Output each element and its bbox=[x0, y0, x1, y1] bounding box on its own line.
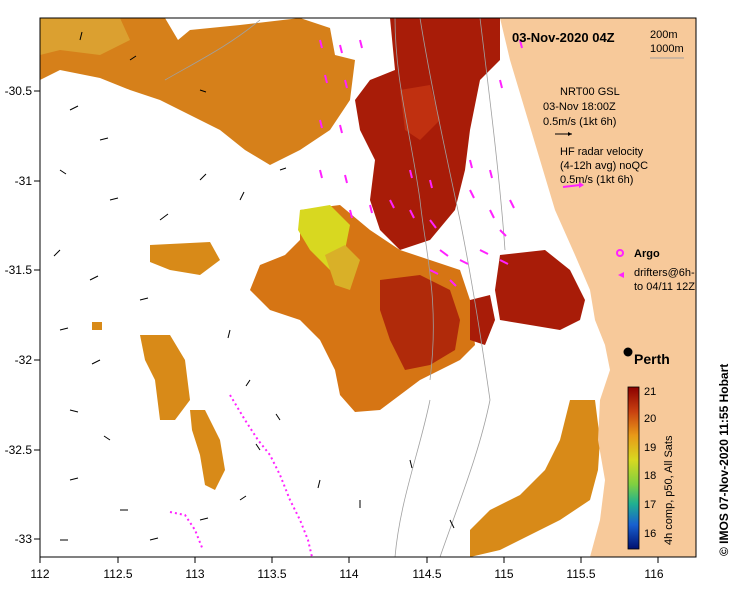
argo-label: Argo bbox=[634, 248, 660, 260]
x-tick-label: 115.5 bbox=[566, 567, 595, 581]
depth-contours bbox=[164, 17, 506, 558]
y-tick-label: -32 bbox=[15, 353, 33, 367]
sst-patch-east-small bbox=[470, 295, 495, 345]
hf-arrow-icon bbox=[562, 182, 584, 188]
nrt-label-1: NRT00 GSL bbox=[560, 86, 620, 98]
y-tick-label: -31.5 bbox=[5, 263, 33, 277]
colorbar-ticks: 21 20 19 18 17 16 bbox=[644, 386, 656, 540]
sst-patch-west bbox=[150, 242, 220, 275]
drifters-label-2: to 04/11 12Z bbox=[634, 281, 695, 293]
sst-patch-dot bbox=[92, 322, 102, 330]
map-title: 03-Nov-2020 04Z bbox=[512, 30, 615, 45]
drifters-label-1: drifters@6h- bbox=[634, 267, 695, 279]
sst-patch-central-hot bbox=[380, 275, 460, 370]
x-tick-label: 114.5 bbox=[412, 567, 441, 581]
x-tick-label: 114 bbox=[339, 567, 358, 581]
colorbar-tick: 20 bbox=[644, 413, 656, 425]
sst-patch-sw2 bbox=[190, 410, 225, 490]
colorbar bbox=[627, 386, 640, 550]
sst-patch-core-inner bbox=[400, 85, 440, 140]
colorbar-tick: 18 bbox=[644, 470, 656, 482]
hf-label-2: (4-12h avg) noQC bbox=[560, 160, 648, 172]
depth-200m-label: 200m bbox=[650, 29, 678, 41]
credit-text: © IMOS 07-Nov-2020 11:55 Hobart bbox=[717, 364, 731, 556]
x-tick-label: 112 bbox=[30, 567, 49, 581]
perth-marker-icon bbox=[623, 347, 633, 357]
current-vectors bbox=[53, 31, 455, 541]
y-tick-label: -32.5 bbox=[5, 443, 33, 457]
y-axis-labels: -30.5 -31 -31.5 -32 -32.5 -33 bbox=[5, 84, 33, 546]
hf-label-1: HF radar velocity bbox=[560, 146, 644, 158]
drifter-marker-icon bbox=[618, 272, 624, 278]
sst-patch-se bbox=[470, 400, 600, 557]
y-tick-label: -30.5 bbox=[5, 84, 33, 98]
y-tick-label: -31 bbox=[15, 174, 33, 188]
nrt-arrow-icon bbox=[555, 132, 572, 136]
axis-ticks bbox=[34, 90, 659, 563]
sst-patches bbox=[40, 18, 600, 557]
x-tick-label: 113 bbox=[185, 567, 204, 581]
colorbar-tick: 17 bbox=[644, 499, 656, 511]
colorbar-tick: 19 bbox=[644, 442, 656, 454]
sst-patch-cool-edge bbox=[325, 245, 360, 290]
depth-1000m-label: 1000m bbox=[650, 43, 684, 55]
sst-patch-core bbox=[355, 18, 500, 250]
x-tick-label: 115 bbox=[494, 567, 513, 581]
hf-label-3: 0.5m/s (1kt 6h) bbox=[560, 174, 633, 186]
sst-patch-sw1 bbox=[140, 335, 190, 420]
land-mass bbox=[500, 18, 696, 557]
x-axis-labels: 112 112.5 113 113.5 114 114.5 115 115.5 … bbox=[30, 567, 663, 581]
city-label: Perth bbox=[634, 351, 670, 367]
nrt-label-3: 0.5m/s (1kt 6h) bbox=[543, 116, 616, 128]
sst-patch-nw-light bbox=[40, 18, 130, 55]
y-tick-label: -33 bbox=[15, 532, 33, 546]
colorbar-tick: 21 bbox=[644, 386, 656, 398]
plot-frame bbox=[39, 17, 697, 558]
argo-marker-icon bbox=[616, 249, 624, 257]
nrt-label-2: 03-Nov 18:00Z bbox=[543, 101, 616, 113]
sst-patch-nw bbox=[40, 18, 355, 165]
x-tick-label: 112.5 bbox=[103, 567, 132, 581]
x-tick-label: 113.5 bbox=[257, 567, 286, 581]
hf-radar-vectors bbox=[169, 39, 523, 558]
x-tick-label: 116 bbox=[644, 567, 663, 581]
sst-patch-east bbox=[495, 250, 585, 330]
colorbar-tick: 16 bbox=[644, 528, 656, 540]
colorbar-label: 4h comp, p50, All Sats bbox=[663, 435, 675, 545]
